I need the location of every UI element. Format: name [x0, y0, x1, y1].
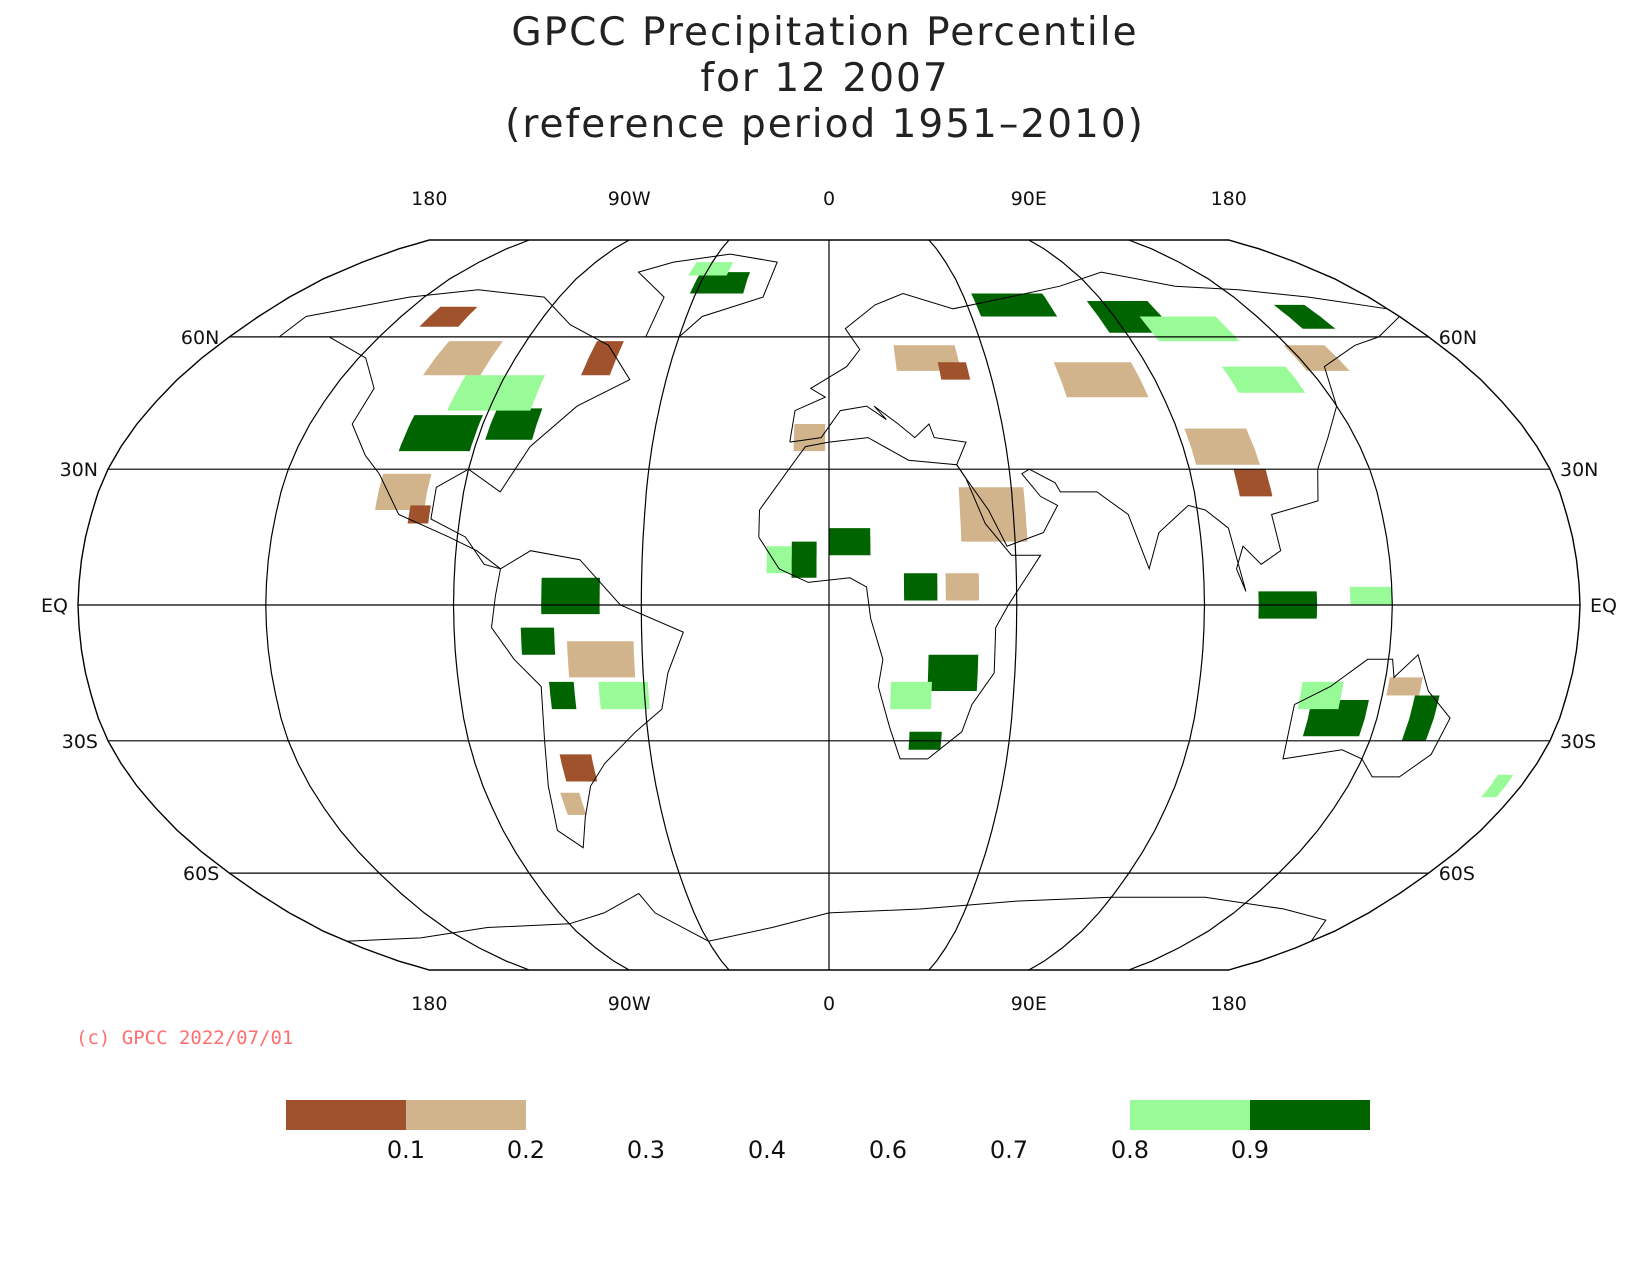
lon-label-bottom: 90W — [608, 993, 651, 1015]
percentile-region-p90 — [398, 415, 483, 452]
color-legend: 0.1 0.2 0.3 0.4 0.6 0.7 0.8 0.9 — [286, 1100, 1370, 1164]
percentile-region-p90 — [520, 627, 556, 655]
percentile-region-p90 — [549, 681, 577, 710]
percentile-region-p20 — [945, 573, 980, 601]
coastline — [490, 550, 684, 849]
percentile-region-p10 — [581, 341, 624, 376]
coastline — [789, 271, 1401, 592]
longitude-line — [265, 239, 530, 971]
coastline — [758, 437, 1042, 760]
percentile-region-p20 — [1053, 362, 1149, 398]
percentile-region-p10 — [559, 754, 598, 782]
lat-label-left: 60N — [181, 327, 219, 349]
percentile-region-p20 — [422, 341, 503, 376]
lat-label-right: 60S — [1439, 863, 1475, 885]
coastlines — [277, 253, 1451, 942]
legend-tick-label: 0.3 — [627, 1136, 665, 1164]
legend-tick-label: 0.6 — [869, 1136, 907, 1164]
title-line-1: GPCC Precipitation Percentile — [511, 10, 1138, 55]
percentile-region-p80 — [1221, 366, 1306, 393]
lon-label-top: 0 — [823, 188, 835, 210]
lon-label-bottom: 180 — [411, 993, 447, 1015]
percentile-region-p90 — [541, 577, 600, 615]
coastline — [637, 253, 778, 338]
longitude-line — [928, 239, 1018, 971]
lon-label-top: 180 — [411, 188, 447, 210]
legend-swatch-0-8-to-0-9 — [1130, 1100, 1250, 1130]
percentile-region-p80 — [598, 681, 650, 710]
percentile-region-p90 — [485, 408, 543, 440]
longitude-line — [1028, 239, 1206, 971]
legend-tick-label: 0.9 — [1231, 1136, 1269, 1164]
coastline — [1282, 653, 1451, 778]
lon-label-top: 90W — [608, 188, 651, 210]
lon-label-top: 180 — [1211, 188, 1247, 210]
lat-label-right: 60N — [1439, 327, 1477, 349]
percentile-region-p80 — [890, 681, 932, 710]
percentile-region-p20 — [1283, 345, 1350, 371]
percentile-region-p90 — [829, 528, 871, 556]
percentile-region-p20 — [567, 641, 636, 678]
percentile-regions — [375, 262, 1514, 815]
percentile-region-p80 — [1481, 774, 1514, 798]
percentile-region-p80 — [1349, 586, 1393, 605]
percentile-region-p90 — [689, 272, 751, 294]
legend-tick-label: 0.7 — [990, 1136, 1028, 1164]
title-line-2: for 12 2007 — [700, 56, 949, 101]
percentile-region-p10 — [407, 505, 431, 524]
legend-swatch-above-0-9 — [1250, 1100, 1370, 1130]
percentile-region-p80 — [688, 262, 734, 276]
percentile-region-p80 — [766, 546, 792, 574]
percentile-region-p20 — [560, 792, 587, 815]
lat-label-left: EQ — [41, 595, 68, 617]
lat-label-right: 30N — [1560, 459, 1598, 481]
legend-swatch-below-0-1 — [286, 1100, 406, 1130]
title-line-3: (reference period 1951–2010) — [505, 102, 1145, 147]
lon-label-top: 90E — [1011, 188, 1047, 210]
legend-tick-label: 0.4 — [748, 1136, 786, 1164]
lat-label-left: 60S — [183, 863, 219, 885]
lon-label-bottom: 180 — [1211, 993, 1247, 1015]
percentile-region-p10 — [1233, 469, 1273, 497]
percentile-region-p10 — [419, 306, 478, 327]
axis-labels: 180 180 90W 90W 0 0 90E 90E 180 180 60N 60N 30N 30N EQ… — [41, 188, 1617, 1015]
map-area: 180 180 90W 90W 0 0 90E 90E 180 180 60N 60N 30N 30N EQ… — [41, 188, 1617, 1015]
percentile-region-p20 — [1184, 428, 1260, 465]
percentile-region-p90 — [1273, 304, 1336, 329]
legend-tick-label: 0.2 — [507, 1136, 545, 1164]
legend-swatch-0-1-to-0-2 — [406, 1100, 526, 1130]
percentile-region-p90 — [971, 293, 1058, 317]
percentile-region-p90 — [927, 654, 979, 691]
longitude-line — [1128, 239, 1393, 971]
lat-label-right: EQ — [1590, 595, 1617, 617]
longitude-line — [452, 239, 630, 971]
legend-tick-label: 0.8 — [1111, 1136, 1149, 1164]
percentile-region-p10 — [937, 362, 971, 380]
percentile-region-p90 — [1401, 695, 1440, 741]
lon-label-bottom: 0 — [823, 993, 835, 1015]
percentile-region-p80 — [1139, 316, 1240, 342]
percentile-region-p20 — [375, 473, 432, 510]
graticule — [78, 239, 1580, 971]
credit-text: (c) GPCC 2022/07/01 — [76, 1027, 293, 1049]
coastline — [346, 892, 1327, 942]
legend-tick-label: 0.1 — [387, 1136, 425, 1164]
percentile-region-p90 — [791, 541, 817, 578]
longitude-line — [640, 239, 730, 971]
lon-label-bottom: 90E — [1011, 993, 1047, 1015]
percentile-region-p20 — [1386, 677, 1423, 696]
lat-label-right: 30S — [1560, 731, 1596, 753]
percentile-region-p80 — [1297, 681, 1344, 710]
percentile-region-p90 — [903, 573, 938, 601]
lat-label-left: 30S — [62, 731, 98, 753]
coastline — [277, 289, 631, 570]
lat-label-left: 30N — [60, 459, 98, 481]
